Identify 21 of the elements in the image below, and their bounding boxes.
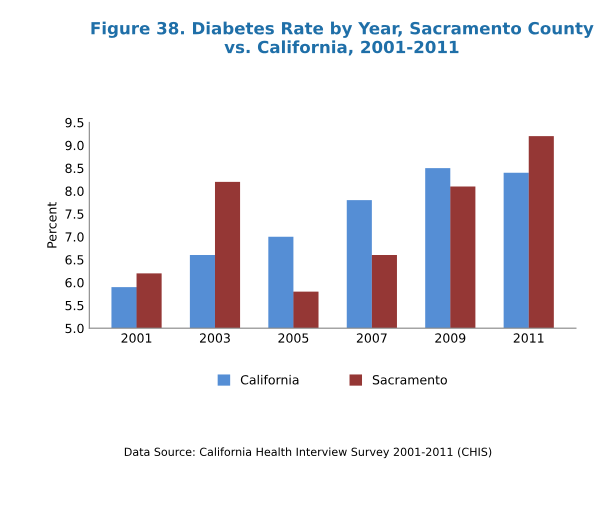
y-tick-label: 7.0 [66, 232, 84, 242]
chart-title: Figure 38. Diabetes Rate by Year, Sacramento County vs. California, 2001-2011 [91, 22, 594, 56]
x-tick-label: 2011 [514, 333, 544, 343]
y-tick-label: 9.5 [65, 118, 84, 128]
y-tick-label: 9.0 [65, 140, 84, 150]
legend-label: Sacramento [372, 375, 447, 385]
y-axis-title: Percent [47, 202, 57, 248]
y-tick-label: 8.5 [65, 164, 84, 174]
y-tick-label: 7.5 [66, 210, 84, 219]
x-tick-label: 2003 [200, 333, 230, 343]
x-tick-label: 2009 [435, 333, 466, 343]
y-tick-label: 5.0 [66, 324, 84, 334]
x-tick-label: 2005 [278, 333, 308, 343]
y-tick-label: 5.5 [66, 301, 84, 310]
y-tick-label: 6.5 [65, 255, 84, 265]
x-tick-label: 2007 [356, 333, 387, 343]
y-tick-label: 8.0 [65, 186, 84, 196]
source-note: Data Source: California Health Interview Survey 2001-2011 (CHIS) [124, 447, 492, 458]
y-tick-label: 6.0 [65, 278, 84, 288]
x-tick-label: 2001 [122, 333, 152, 343]
legend-label: California [240, 374, 298, 385]
